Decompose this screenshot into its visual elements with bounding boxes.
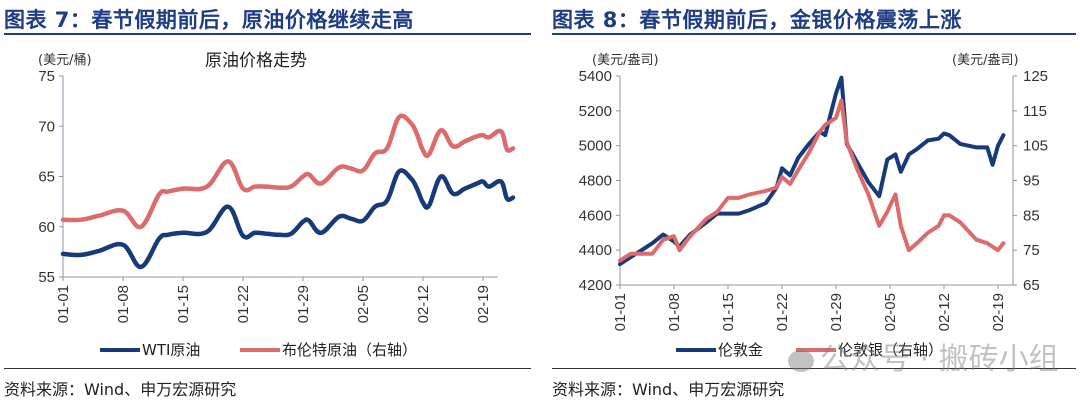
title-divider [4, 33, 531, 35]
x-tick-label: 01-08 [115, 285, 132, 323]
x-tick-label: 01-29 [828, 293, 845, 331]
y2-axis-unit: (美元/盎司) [952, 53, 1019, 68]
y-tick-label: 4600 [579, 207, 612, 224]
y2-tick-label: 65 [1023, 277, 1040, 294]
y-tick-label: 4200 [579, 277, 612, 294]
x-tick-label: 01-22 [235, 285, 252, 323]
y2-tick-label: 105 [1023, 138, 1048, 155]
y2-tick-label: 75 [1023, 242, 1040, 259]
y2-tick-label: 95 [1023, 173, 1040, 190]
x-tick-label: 01-01 [612, 293, 629, 331]
figure-title: 图表 7：春节假期前后，原油价格继续走高 [4, 8, 414, 32]
source-divider [4, 368, 531, 369]
x-tick-label: 01-15 [720, 293, 737, 331]
title-divider [552, 33, 1076, 35]
series-line-1 [618, 75, 1006, 267]
y-tick-label: 5200 [579, 103, 612, 120]
y2-tick-label: 125 [1023, 68, 1048, 85]
series-line-2 [60, 113, 516, 230]
source-note: 资料来源：Wind、申万宏源研究 [552, 380, 785, 399]
gold-silver-chart: (美元/盎司) (美元/盎司) 4200 4400 4600 4800 5000 5200 54… [579, 53, 1048, 359]
x-tick-label: 01-01 [55, 285, 72, 323]
crude-oil-chart: (美元/桶) 原油价格走势 55 60 65 70 75 01-01 01-08 01-15 01-… [38, 51, 516, 359]
legend-label-2: 伦敦银（右轴） [838, 341, 943, 359]
legend-label-1: WTI原油 [142, 341, 200, 359]
y-axis-unit: (美元/盎司) [592, 53, 659, 68]
series-line-2 [618, 98, 1006, 263]
y-tick-label: 70 [38, 118, 55, 135]
y-tick-label: 5000 [579, 138, 612, 155]
y-axis-unit: (美元/桶) [38, 53, 92, 68]
wechat-icon [788, 349, 814, 372]
y-tick-label: 75 [38, 68, 55, 85]
y-tick-label: 55 [38, 269, 55, 286]
y2-tick-label: 115 [1023, 103, 1047, 120]
y2-tick-label: 85 [1023, 207, 1040, 224]
x-tick-label: 02-19 [990, 293, 1007, 331]
x-tick-label: 02-19 [475, 285, 492, 323]
legend-label-1: 伦敦金 [718, 341, 763, 359]
x-tick-label: 01-29 [295, 285, 312, 323]
source-divider [552, 368, 1076, 369]
series-line-1 [60, 168, 516, 270]
y-tick-label: 60 [38, 219, 55, 236]
y-tick-label: 5400 [579, 68, 612, 85]
chart-panel-crude-oil: 图表 7：春节假期前后，原油价格继续走高 (美元/桶) 原油价格走势 55 60 65 7… [0, 0, 535, 402]
figure-title: 图表 8：春节假期前后，金银价格震荡上涨 [552, 8, 962, 32]
y-tick-label: 4400 [579, 242, 612, 259]
x-tick-label: 02-05 [355, 285, 372, 323]
x-tick-label: 01-15 [175, 285, 192, 323]
legend-label-2: 布伦特原油（右轴） [282, 341, 417, 359]
y-tick-label: 4800 [579, 173, 612, 190]
chart-panel-gold-silver: 图表 8：春节假期前后，金银价格震荡上涨 (美元/盎司) (美元/盎司) 4200 4… [548, 0, 1080, 402]
x-tick-label: 01-08 [666, 293, 683, 331]
y-tick-label: 65 [38, 169, 55, 186]
chart-title: 原油价格走势 [205, 51, 307, 71]
x-tick-label: 02-05 [882, 293, 899, 331]
source-note: 资料来源：Wind、申万宏源研究 [4, 380, 237, 399]
watermark: 公众号 · 搬砖小组 [788, 334, 1059, 378]
x-tick-label: 02-12 [936, 293, 953, 331]
x-tick-label: 01-22 [774, 293, 791, 331]
x-tick-label: 02-12 [415, 285, 432, 323]
